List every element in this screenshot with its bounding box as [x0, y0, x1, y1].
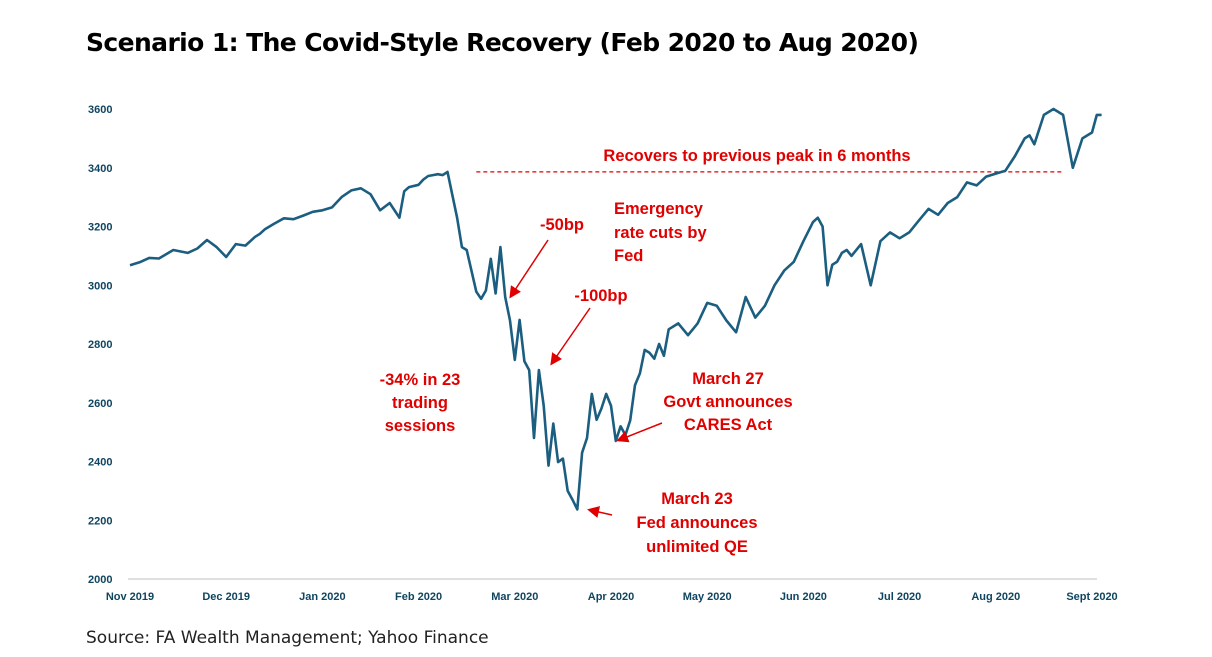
annotation-emergency-3: Fed	[614, 247, 643, 265]
annotation-drawdown-3: sessions	[385, 417, 456, 435]
y-axis: 2000 2200 2400 2600 2800 3000 3200 3400 3600	[88, 104, 112, 586]
y-tick-label: 3400	[88, 163, 112, 175]
x-tick-label: Jun 2020	[780, 591, 827, 603]
annotation-march23-1: March 23	[661, 490, 733, 508]
annotation-emergency-1: Emergency	[614, 200, 704, 218]
annotation-march23-2: Fed announces	[636, 514, 757, 532]
arrow-march27	[616, 422, 663, 443]
x-tick-label: Aug 2020	[971, 591, 1020, 603]
arrow-cut50	[509, 239, 549, 299]
y-tick-label: 2600	[88, 398, 112, 410]
y-tick-label: 3600	[88, 104, 112, 116]
x-tick-label: Dec 2019	[202, 591, 250, 603]
annotation-cut50: -50bp	[540, 216, 584, 234]
annotation-march27-3: CARES Act	[684, 416, 773, 434]
arrow-march23	[587, 506, 613, 518]
x-tick-label: Apr 2020	[588, 591, 634, 603]
annotation-march27-1: March 27	[692, 370, 764, 388]
x-tick-label: Sept 2020	[1066, 591, 1117, 603]
annotation-cut100: -100bp	[574, 287, 627, 305]
chart-title: Scenario 1: The Covid-Style Recovery (Fe…	[86, 28, 919, 57]
x-tick-label: Feb 2020	[395, 591, 442, 603]
x-tick-label: Jan 2020	[299, 591, 345, 603]
x-tick-label: Jul 2020	[878, 591, 921, 603]
y-tick-label: 2400	[88, 457, 112, 469]
annotation-emergency-2: rate cuts by	[614, 224, 707, 242]
x-tick-label: Nov 2019	[106, 591, 154, 603]
x-tick-label: Mar 2020	[491, 591, 538, 603]
x-tick-label: May 2020	[683, 591, 732, 603]
y-tick-label: 3200	[88, 222, 112, 234]
source-note: Source: FA Wealth Management; Yahoo Fina…	[86, 628, 489, 648]
y-tick-label: 3000	[88, 280, 112, 292]
y-tick-label: 2200	[88, 515, 112, 527]
annotation-peak: Recovers to previous peak in 6 months	[603, 147, 910, 165]
annotation-march23-3: unlimited QE	[646, 538, 748, 556]
price-series-line	[129, 107, 1102, 511]
y-tick-label: 2800	[88, 339, 112, 351]
annotation-march27-2: Govt announces	[663, 393, 792, 411]
arrow-cut100	[550, 307, 591, 366]
annotation-drawdown-2: trading	[392, 394, 448, 412]
y-tick-label: 2000	[88, 574, 112, 586]
x-axis: Nov 2019 Dec 2019 Jan 2020 Feb 2020 Mar 2020…	[106, 591, 1118, 603]
annotation-drawdown-1: -34% in 23	[380, 371, 461, 389]
